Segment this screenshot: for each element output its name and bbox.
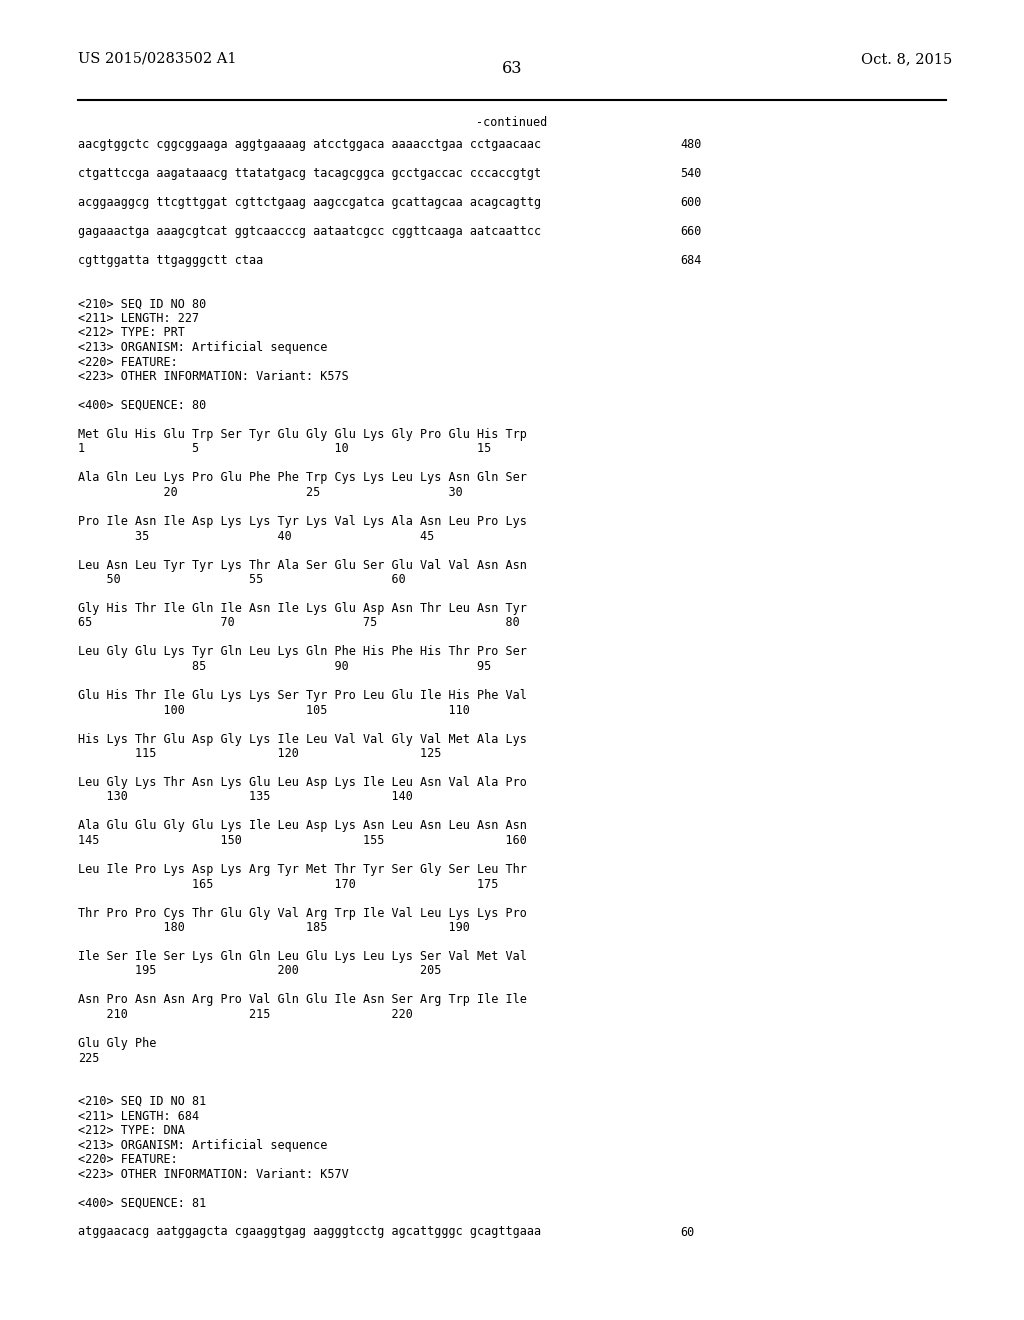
Text: Ile Ser Ile Ser Lys Gln Gln Leu Glu Lys Leu Lys Ser Val Met Val: Ile Ser Ile Ser Lys Gln Gln Leu Glu Lys … — [78, 950, 527, 964]
Text: Glu Gly Phe: Glu Gly Phe — [78, 1038, 157, 1049]
Text: 60: 60 — [680, 1225, 694, 1238]
Text: Leu Ile Pro Lys Asp Lys Arg Tyr Met Thr Tyr Ser Gly Ser Leu Thr: Leu Ile Pro Lys Asp Lys Arg Tyr Met Thr … — [78, 863, 527, 876]
Text: <213> ORGANISM: Artificial sequence: <213> ORGANISM: Artificial sequence — [78, 1138, 328, 1151]
Text: 684: 684 — [680, 253, 701, 267]
Text: Oct. 8, 2015: Oct. 8, 2015 — [861, 51, 952, 66]
Text: 130                 135                 140: 130 135 140 — [78, 791, 413, 804]
Text: 480: 480 — [680, 139, 701, 150]
Text: Ala Glu Glu Gly Glu Lys Ile Leu Asp Lys Asn Leu Asn Leu Asn Asn: Ala Glu Glu Gly Glu Lys Ile Leu Asp Lys … — [78, 820, 527, 833]
Text: <211> LENGTH: 684: <211> LENGTH: 684 — [78, 1110, 199, 1122]
Text: -continued: -continued — [476, 116, 548, 129]
Text: acggaaggcg ttcgttggat cgttctgaag aagccgatca gcattagcaa acagcagttg: acggaaggcg ttcgttggat cgttctgaag aagccga… — [78, 195, 541, 209]
Text: 50                  55                  60: 50 55 60 — [78, 573, 406, 586]
Text: 600: 600 — [680, 195, 701, 209]
Text: 65                  70                  75                  80: 65 70 75 80 — [78, 616, 520, 630]
Text: aacgtggctc cggcggaaga aggtgaaaag atcctggaca aaaacctgaa cctgaacaac: aacgtggctc cggcggaaga aggtgaaaag atcctgg… — [78, 139, 541, 150]
Text: Pro Ile Asn Ile Asp Lys Lys Tyr Lys Val Lys Ala Asn Leu Pro Lys: Pro Ile Asn Ile Asp Lys Lys Tyr Lys Val … — [78, 515, 527, 528]
Text: 195                 200                 205: 195 200 205 — [78, 965, 441, 978]
Text: <220> FEATURE:: <220> FEATURE: — [78, 355, 178, 368]
Text: 660: 660 — [680, 224, 701, 238]
Text: Ala Gln Leu Lys Pro Glu Phe Phe Trp Cys Lys Leu Lys Asn Gln Ser: Ala Gln Leu Lys Pro Glu Phe Phe Trp Cys … — [78, 471, 527, 484]
Text: 225: 225 — [78, 1052, 99, 1064]
Text: <212> TYPE: PRT: <212> TYPE: PRT — [78, 326, 185, 339]
Text: 210                 215                 220: 210 215 220 — [78, 1008, 413, 1020]
Text: Asn Pro Asn Asn Arg Pro Val Gln Glu Ile Asn Ser Arg Trp Ile Ile: Asn Pro Asn Asn Arg Pro Val Gln Glu Ile … — [78, 994, 527, 1006]
Text: <211> LENGTH: 227: <211> LENGTH: 227 — [78, 312, 199, 325]
Text: <213> ORGANISM: Artificial sequence: <213> ORGANISM: Artificial sequence — [78, 341, 328, 354]
Text: Glu His Thr Ile Glu Lys Lys Ser Tyr Pro Leu Glu Ile His Phe Val: Glu His Thr Ile Glu Lys Lys Ser Tyr Pro … — [78, 689, 527, 702]
Text: atggaacacg aatggagcta cgaaggtgag aagggtcctg agcattgggc gcagttgaaa: atggaacacg aatggagcta cgaaggtgag aagggtc… — [78, 1225, 541, 1238]
Text: Thr Pro Pro Cys Thr Glu Gly Val Arg Trp Ile Val Leu Lys Lys Pro: Thr Pro Pro Cys Thr Glu Gly Val Arg Trp … — [78, 907, 527, 920]
Text: ctgattccga aagataaacg ttatatgacg tacagcggca gcctgaccac cccaccgtgt: ctgattccga aagataaacg ttatatgacg tacagcg… — [78, 168, 541, 180]
Text: <223> OTHER INFORMATION: Variant: K57S: <223> OTHER INFORMATION: Variant: K57S — [78, 370, 349, 383]
Text: 145                 150                 155                 160: 145 150 155 160 — [78, 834, 527, 847]
Text: 1               5                   10                  15: 1 5 10 15 — [78, 442, 492, 455]
Text: Met Glu His Glu Trp Ser Tyr Glu Gly Glu Lys Gly Pro Glu His Trp: Met Glu His Glu Trp Ser Tyr Glu Gly Glu … — [78, 428, 527, 441]
Text: cgttggatta ttgagggctt ctaa: cgttggatta ttgagggctt ctaa — [78, 253, 263, 267]
Text: <212> TYPE: DNA: <212> TYPE: DNA — [78, 1125, 185, 1137]
Text: 35                  40                  45: 35 40 45 — [78, 529, 434, 543]
Text: <400> SEQUENCE: 80: <400> SEQUENCE: 80 — [78, 399, 206, 412]
Text: 85                  90                  95: 85 90 95 — [78, 660, 492, 673]
Text: Leu Gly Glu Lys Tyr Gln Leu Lys Gln Phe His Phe His Thr Pro Ser: Leu Gly Glu Lys Tyr Gln Leu Lys Gln Phe … — [78, 645, 527, 659]
Text: 100                 105                 110: 100 105 110 — [78, 704, 470, 717]
Text: 63: 63 — [502, 59, 522, 77]
Text: <400> SEQUENCE: 81: <400> SEQUENCE: 81 — [78, 1196, 206, 1209]
Text: 165                 170                 175: 165 170 175 — [78, 878, 499, 891]
Text: Leu Gly Lys Thr Asn Lys Glu Leu Asp Lys Ile Leu Asn Val Ala Pro: Leu Gly Lys Thr Asn Lys Glu Leu Asp Lys … — [78, 776, 527, 789]
Text: 180                 185                 190: 180 185 190 — [78, 921, 470, 935]
Text: 540: 540 — [680, 168, 701, 180]
Text: 20                  25                  30: 20 25 30 — [78, 486, 463, 499]
Text: 115                 120                 125: 115 120 125 — [78, 747, 441, 760]
Text: His Lys Thr Glu Asp Gly Lys Ile Leu Val Val Gly Val Met Ala Lys: His Lys Thr Glu Asp Gly Lys Ile Leu Val … — [78, 733, 527, 746]
Text: <220> FEATURE:: <220> FEATURE: — [78, 1152, 178, 1166]
Text: US 2015/0283502 A1: US 2015/0283502 A1 — [78, 51, 237, 66]
Text: <223> OTHER INFORMATION: Variant: K57V: <223> OTHER INFORMATION: Variant: K57V — [78, 1167, 349, 1180]
Text: <210> SEQ ID NO 80: <210> SEQ ID NO 80 — [78, 297, 206, 310]
Text: gagaaactga aaagcgtcat ggtcaacccg aataatcgcc cggttcaaga aatcaattcc: gagaaactga aaagcgtcat ggtcaacccg aataatc… — [78, 224, 541, 238]
Text: Leu Asn Leu Tyr Tyr Lys Thr Ala Ser Glu Ser Glu Val Val Asn Asn: Leu Asn Leu Tyr Tyr Lys Thr Ala Ser Glu … — [78, 558, 527, 572]
Text: Gly His Thr Ile Gln Ile Asn Ile Lys Glu Asp Asn Thr Leu Asn Tyr: Gly His Thr Ile Gln Ile Asn Ile Lys Glu … — [78, 602, 527, 615]
Text: <210> SEQ ID NO 81: <210> SEQ ID NO 81 — [78, 1096, 206, 1107]
